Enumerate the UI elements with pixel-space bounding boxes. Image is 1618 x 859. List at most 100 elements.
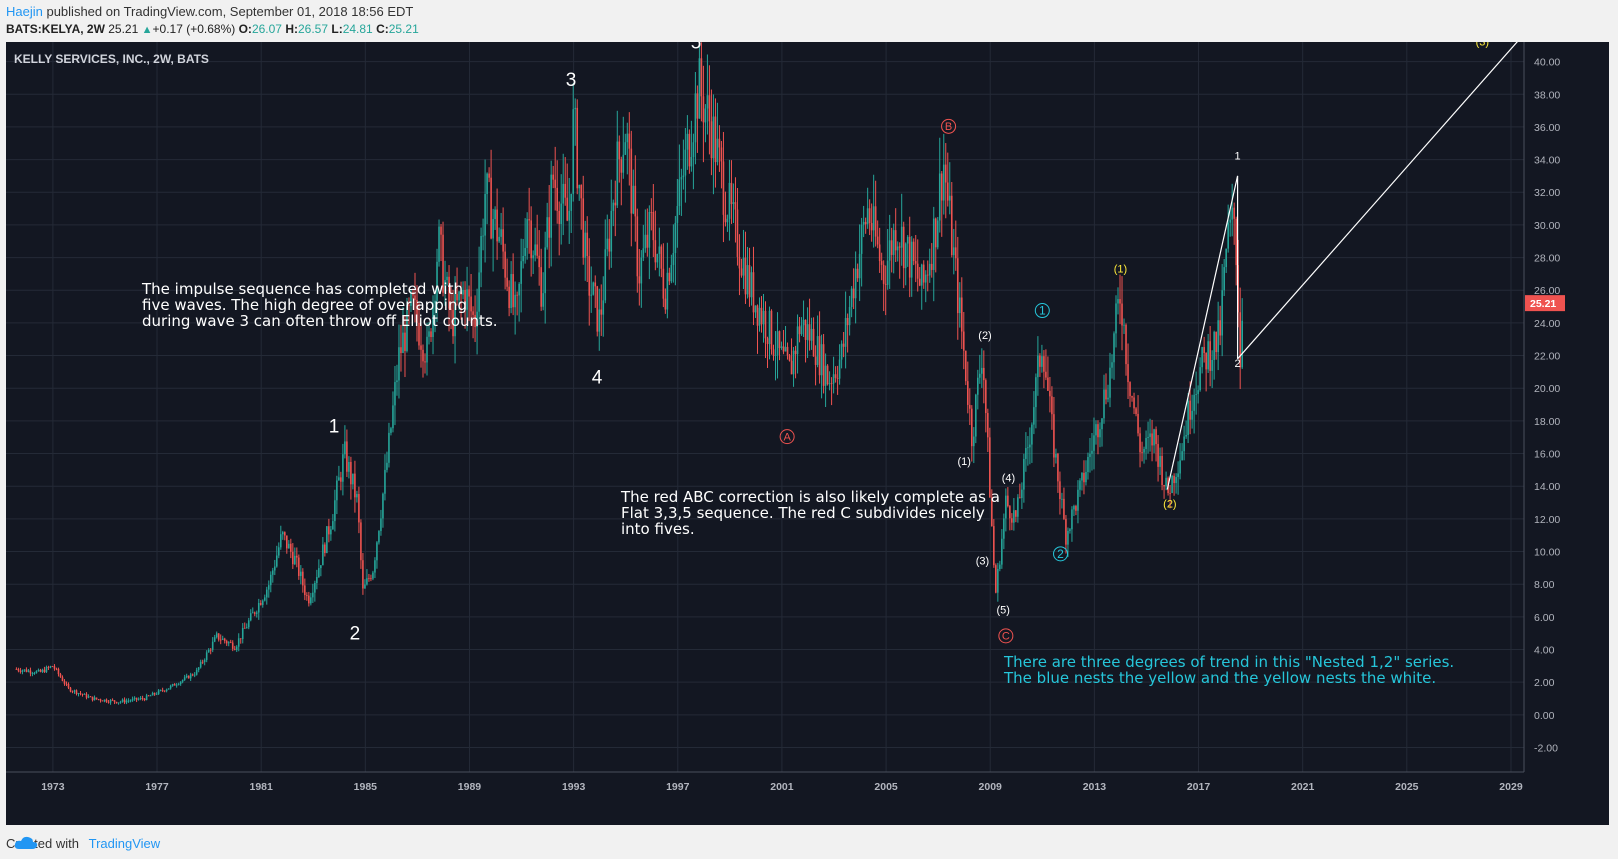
- candle-body: [542, 293, 544, 307]
- candle-body: [394, 382, 396, 406]
- candle-body: [1229, 219, 1231, 223]
- candle-body: [692, 142, 695, 158]
- candle-body: [898, 246, 901, 248]
- candle-body: [820, 344, 823, 376]
- candle-body: [480, 236, 482, 273]
- candle-body: [1117, 299, 1119, 304]
- candle-body: [1137, 413, 1139, 434]
- candle-body: [860, 224, 863, 254]
- candle-body: [1087, 456, 1089, 473]
- candle-body: [271, 570, 274, 575]
- candle-body: [952, 247, 955, 256]
- candle-body: [332, 521, 334, 530]
- candle-body: [674, 222, 677, 254]
- candle-body: [1181, 451, 1183, 461]
- candle-body: [1089, 453, 1091, 457]
- candle-body: [446, 276, 448, 281]
- candle-body: [1107, 397, 1109, 400]
- candle-body: [81, 693, 84, 695]
- candle-body: [1209, 341, 1211, 371]
- candle-body: [93, 697, 96, 701]
- candle-body: [1051, 396, 1053, 415]
- candle-body: [612, 202, 615, 211]
- candle-body: [774, 355, 777, 356]
- candle-body: [1155, 429, 1157, 445]
- candle-body: [798, 326, 801, 335]
- candle-body: [1119, 299, 1121, 304]
- annotation-text: There are three degrees of trend in this…: [1003, 653, 1454, 671]
- candle-body: [556, 187, 558, 211]
- candle-body: [506, 277, 508, 287]
- candle-body: [668, 272, 671, 282]
- candle-body: [858, 253, 861, 279]
- candle-body: [944, 164, 947, 183]
- candle-body: [626, 133, 629, 143]
- candle-body: [267, 585, 270, 590]
- chart-panel[interactable]: 40.00 38.00 36.00 34.00 32.00 30.00 28.00 26.00…: [6, 42, 1609, 825]
- author-link[interactable]: Haejin: [6, 4, 43, 19]
- candle-body: [864, 221, 867, 225]
- candle-body: [748, 265, 751, 298]
- candle-body: [438, 226, 440, 262]
- candle-body: [948, 195, 951, 201]
- candle-body: [884, 283, 887, 285]
- last-price: 25.21: [108, 22, 139, 36]
- candle-body: [412, 292, 414, 296]
- candle-body: [448, 276, 450, 309]
- candle-body: [304, 585, 306, 596]
- candle-body: [686, 133, 689, 150]
- candle-body: [736, 209, 739, 257]
- candle-body: [151, 692, 154, 696]
- candle-body: [1101, 418, 1103, 430]
- candle-body: [55, 668, 58, 670]
- price-chart[interactable]: 40.0038.0036.0034.0032.0030.0028.0026.00…: [6, 42, 1609, 825]
- candle-body: [105, 699, 108, 702]
- candle-body: [360, 522, 362, 561]
- candle-body: [460, 291, 462, 295]
- candle-body: [568, 210, 571, 221]
- tradingview-cloud-icon: [14, 836, 38, 849]
- candle-body: [1241, 320, 1243, 368]
- candle-body: [848, 306, 851, 326]
- candle-body: [382, 493, 384, 519]
- candle-body: [552, 174, 554, 180]
- candle-body: [89, 696, 92, 698]
- candle-body: [726, 218, 729, 223]
- close-value: 25.21: [388, 22, 419, 36]
- annotation-text: Flat 3,3,5 sequence. The red C subdivide…: [621, 504, 985, 522]
- candle-body: [227, 642, 230, 644]
- wave-label: 2: [1235, 358, 1241, 370]
- candle-body: [159, 689, 162, 691]
- candle-body: [442, 234, 444, 293]
- candle-body: [1239, 312, 1241, 368]
- candle-body: [249, 613, 252, 621]
- candle-body: [690, 157, 693, 167]
- candle-body: [75, 690, 78, 694]
- candle-body: [1037, 355, 1039, 378]
- candle-body: [606, 238, 609, 250]
- candle-body: [119, 701, 122, 703]
- high-value: 26.57: [297, 22, 329, 36]
- candle-body: [1023, 458, 1025, 490]
- x-tick-label: 2029: [1499, 781, 1523, 793]
- candle-body: [836, 377, 839, 379]
- candle-body: [1221, 290, 1223, 336]
- candle-body: [1035, 377, 1037, 408]
- candle-body: [245, 627, 248, 629]
- candle-body: [936, 220, 939, 248]
- tradingview-link[interactable]: TradingView: [88, 836, 161, 851]
- candle-body: [432, 303, 434, 338]
- candle-body: [1039, 355, 1041, 367]
- y-tick-label: 16.00: [1534, 449, 1560, 461]
- candle-body: [740, 268, 743, 276]
- candle-body: [572, 109, 575, 194]
- candle-body: [348, 461, 350, 472]
- candle-body: [670, 264, 673, 282]
- candle-body: [173, 684, 176, 686]
- candle-body: [1095, 424, 1097, 436]
- candle-body: [211, 641, 214, 650]
- candle-body: [127, 700, 130, 702]
- candle-body: [185, 675, 188, 678]
- candle-body: [137, 698, 140, 700]
- y-tick-label: 30.00: [1534, 220, 1560, 232]
